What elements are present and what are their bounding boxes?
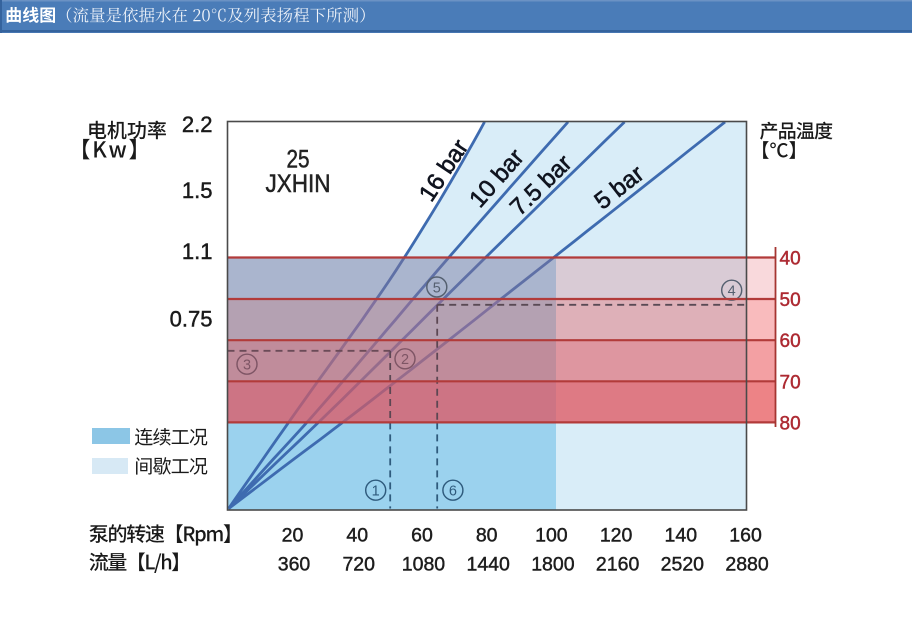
svg-text:2: 2 xyxy=(401,352,409,368)
svg-text:1080: 1080 xyxy=(402,554,446,576)
svg-text:3: 3 xyxy=(243,358,251,374)
svg-text:0.75: 0.75 xyxy=(170,307,213,332)
svg-text:2160: 2160 xyxy=(596,554,640,576)
svg-text:20: 20 xyxy=(282,525,304,547)
svg-text:80: 80 xyxy=(780,413,801,434)
svg-text:1800: 1800 xyxy=(531,554,575,576)
svg-text:60: 60 xyxy=(780,331,801,352)
svg-text:1440: 1440 xyxy=(466,554,510,576)
svg-text:25: 25 xyxy=(287,146,310,174)
svg-text:100: 100 xyxy=(535,525,568,547)
svg-text:60: 60 xyxy=(411,525,433,547)
svg-text:2880: 2880 xyxy=(725,554,769,576)
svg-text:40: 40 xyxy=(780,249,801,270)
svg-text:160: 160 xyxy=(729,525,762,547)
svg-text:140: 140 xyxy=(665,525,698,547)
svg-text:80: 80 xyxy=(476,525,498,547)
svg-text:1.1: 1.1 xyxy=(182,239,213,264)
svg-text:120: 120 xyxy=(600,525,633,547)
svg-text:720: 720 xyxy=(342,554,375,576)
svg-text:5: 5 xyxy=(433,280,441,296)
svg-text:2.2: 2.2 xyxy=(182,112,213,137)
svg-text:JXHIN: JXHIN xyxy=(266,170,331,198)
svg-text:4: 4 xyxy=(728,284,736,300)
svg-text:50: 50 xyxy=(780,290,801,311)
svg-text:2520: 2520 xyxy=(661,554,705,576)
svg-text:6: 6 xyxy=(449,484,457,500)
svg-text:40: 40 xyxy=(346,525,368,547)
svg-text:1: 1 xyxy=(372,484,380,500)
svg-text:1.5: 1.5 xyxy=(182,178,213,203)
svg-text:70: 70 xyxy=(780,372,801,393)
svg-text:360: 360 xyxy=(278,554,311,576)
